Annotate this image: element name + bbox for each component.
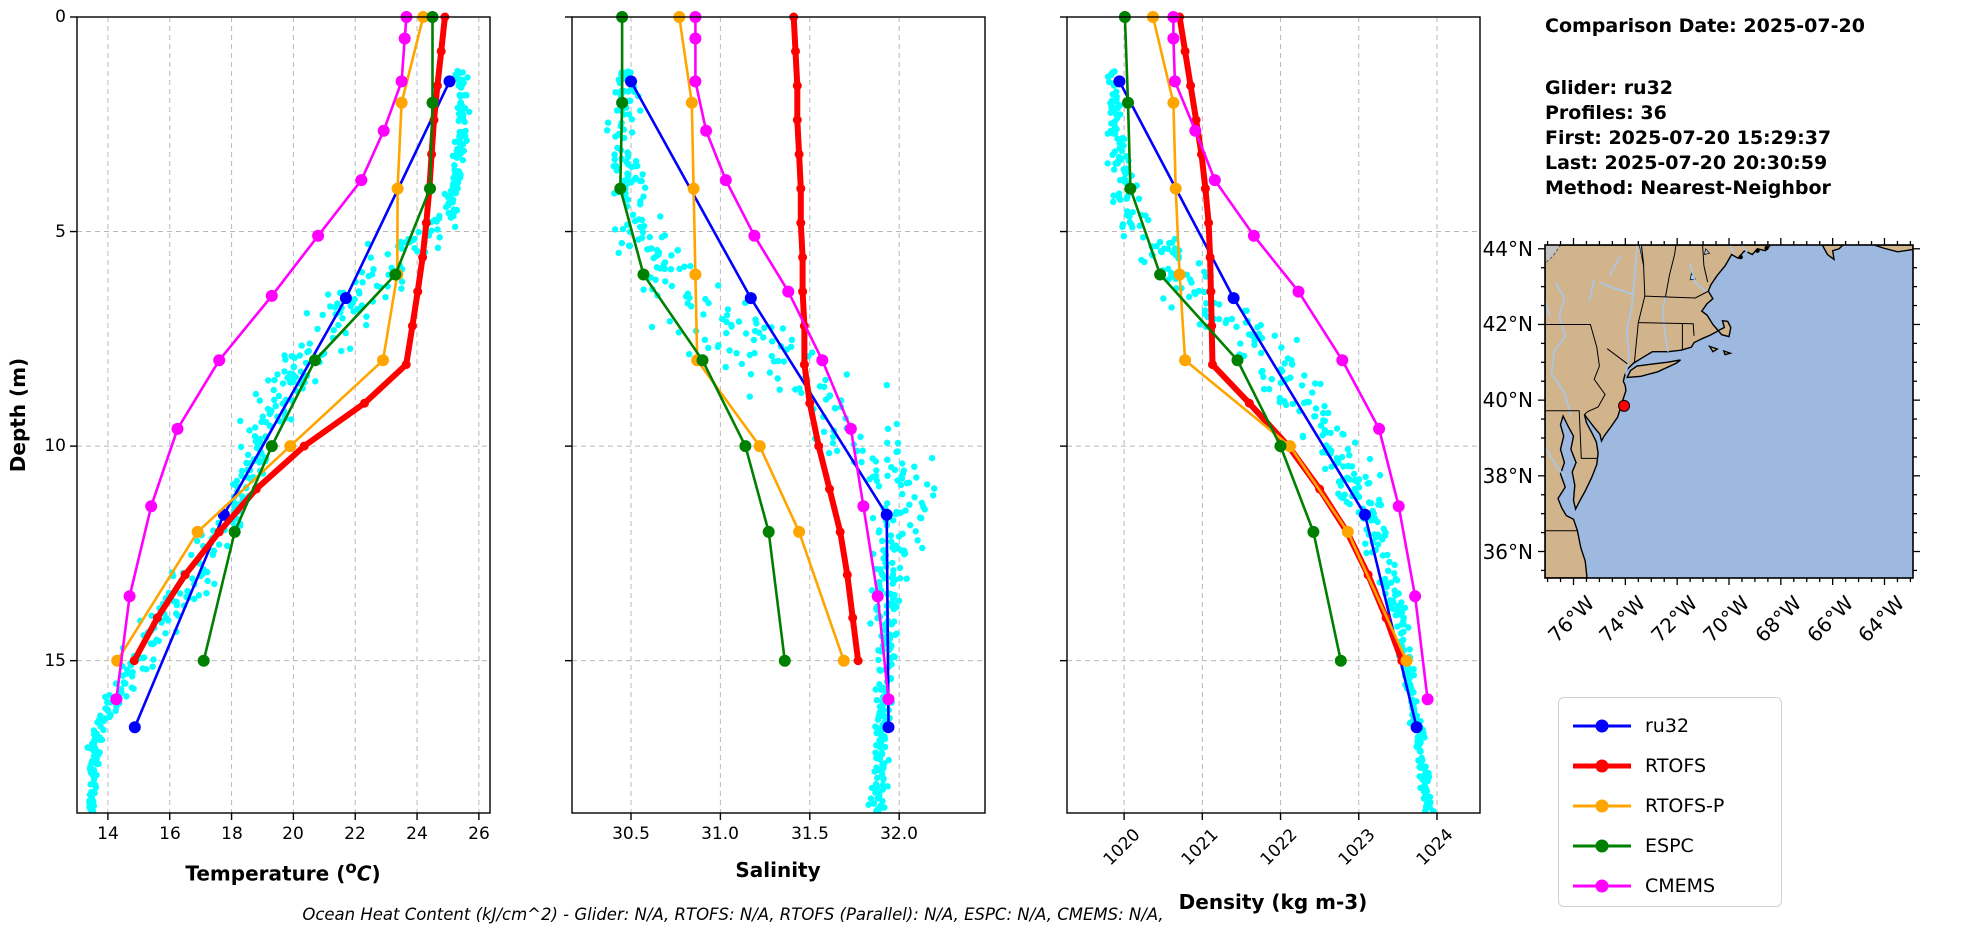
legend-label: ESPC (1645, 835, 1694, 857)
salinity-plot (565, 11, 986, 820)
river (1588, 278, 1595, 302)
depth-axis-label: Depth (m) (6, 357, 30, 473)
land-polygon (1707, 345, 1719, 353)
x-tick-label: 32.0 (880, 824, 918, 844)
legend: ru32 RTOFS RTOFS-P ESPC CMEMS (1558, 697, 1782, 907)
state-border (1638, 322, 1695, 336)
glider-name-text: Glider: ru32 (1545, 77, 1674, 99)
series-CMEMS (1167, 11, 1434, 706)
island (1755, 248, 1760, 253)
land-polygon (1873, 245, 1913, 253)
x-tick-label: 31.0 (701, 824, 739, 844)
x-tick-label: 24 (406, 824, 428, 844)
river (1625, 245, 1638, 375)
map-latitude-label: 44°N (1482, 237, 1533, 261)
series-RTOFS (1175, 12, 1407, 666)
lake-ontario-grey (1545, 245, 1561, 264)
comparison-date-text: Comparison Date: 2025-07-20 (1545, 15, 1865, 37)
legend-label: ru32 (1645, 715, 1690, 737)
island (1738, 254, 1743, 260)
series-ru32 (1113, 75, 1423, 734)
river (1729, 245, 1735, 255)
y-tick-label: 5 (55, 222, 66, 242)
last-time-text: Last: 2025-07-20 20:30:59 (1545, 152, 1828, 174)
land-polygon (1626, 359, 1681, 379)
series-RTOFS-P (111, 11, 430, 667)
river (1599, 282, 1634, 295)
map-latitude-label: 36°N (1482, 540, 1533, 564)
river (1741, 245, 1748, 254)
legend-item-ru32: ru32 (1573, 706, 1781, 746)
x-tick-label: 31.5 (791, 824, 829, 844)
series-ESPC (1118, 11, 1347, 667)
river (1545, 446, 1566, 477)
x-tick-label: 30.5 (612, 824, 650, 844)
ocean-heat-content-caption: Ocean Heat Content (kJ/cm^2) - Glider: N… (302, 905, 1164, 924)
series-ESPC (614, 11, 791, 667)
first-time-text: First: 2025-07-20 15:29:37 (1545, 127, 1832, 149)
state-border (1545, 410, 1598, 459)
density-axis-label: Density (kg m-3) (1178, 890, 1368, 914)
legend-label: RTOFS-P (1645, 795, 1725, 817)
glider-scatter (84, 67, 473, 813)
y-tick-label: 0 (55, 7, 66, 27)
rtofs-p-line-marker-swatch (1573, 799, 1631, 813)
temperature-axis-label: Temperature (oC) (185, 858, 381, 886)
salinity-axis-label: Salinity (735, 858, 821, 882)
river (1662, 296, 1669, 352)
state-border (1665, 245, 1677, 297)
temperature-plot (70, 11, 491, 820)
x-tick-label: 16 (159, 824, 181, 844)
series-RTOFS-P (1147, 11, 1413, 667)
method-text: Method: Nearest-Neighbor (1545, 177, 1831, 199)
rtofs-line-marker-swatch (1573, 759, 1631, 773)
density-plot (1060, 11, 1481, 820)
legend-item-rtofs: RTOFS (1573, 746, 1781, 786)
glider-scatter (1104, 68, 1437, 813)
island (1764, 245, 1769, 251)
glider-location-dot (1618, 399, 1631, 412)
river (1689, 263, 1708, 293)
cmems-line-marker-swatch (1573, 879, 1631, 893)
x-tick-label: 14 (97, 824, 119, 844)
map-latitude-label: 40°N (1482, 388, 1533, 412)
legend-item-espc: ESPC (1573, 826, 1781, 866)
river (1609, 256, 1621, 276)
map-latitude-label: 38°N (1482, 464, 1533, 488)
river (1550, 282, 1572, 416)
profiles-count-text: Profiles: 36 (1545, 102, 1667, 124)
land-polygon (1821, 245, 1845, 261)
river (1545, 301, 1551, 318)
legend-label: CMEMS (1645, 875, 1716, 897)
lake (1703, 248, 1711, 255)
y-tick-label: 10 (44, 436, 66, 456)
map-latitude-label: 42°N (1482, 312, 1533, 336)
series-RTOFS (789, 12, 863, 666)
land-polygon (1722, 349, 1733, 356)
espc-line-marker-swatch (1573, 839, 1631, 853)
ru32-line-marker-swatch (1573, 719, 1631, 733)
location-map (1538, 238, 1920, 585)
land-polygon (1545, 245, 1772, 578)
x-tick-label: 18 (221, 824, 243, 844)
state-border (1606, 348, 1628, 365)
state-border (1644, 291, 1708, 299)
gridlines (572, 16, 985, 813)
state-border (1545, 324, 1606, 415)
legend-item-rtofs-p: RTOFS-P (1573, 786, 1781, 826)
x-tick-label: 26 (468, 824, 490, 844)
x-tick-label: 20 (282, 824, 304, 844)
legend-item-cmems: CMEMS (1573, 866, 1781, 906)
state-border (1702, 245, 1709, 283)
legend-label: RTOFS (1645, 755, 1707, 777)
series-CMEMS (110, 11, 413, 706)
y-tick-label: 15 (44, 651, 66, 671)
series-CMEMS (689, 11, 895, 706)
x-tick-label: 22 (344, 824, 366, 844)
